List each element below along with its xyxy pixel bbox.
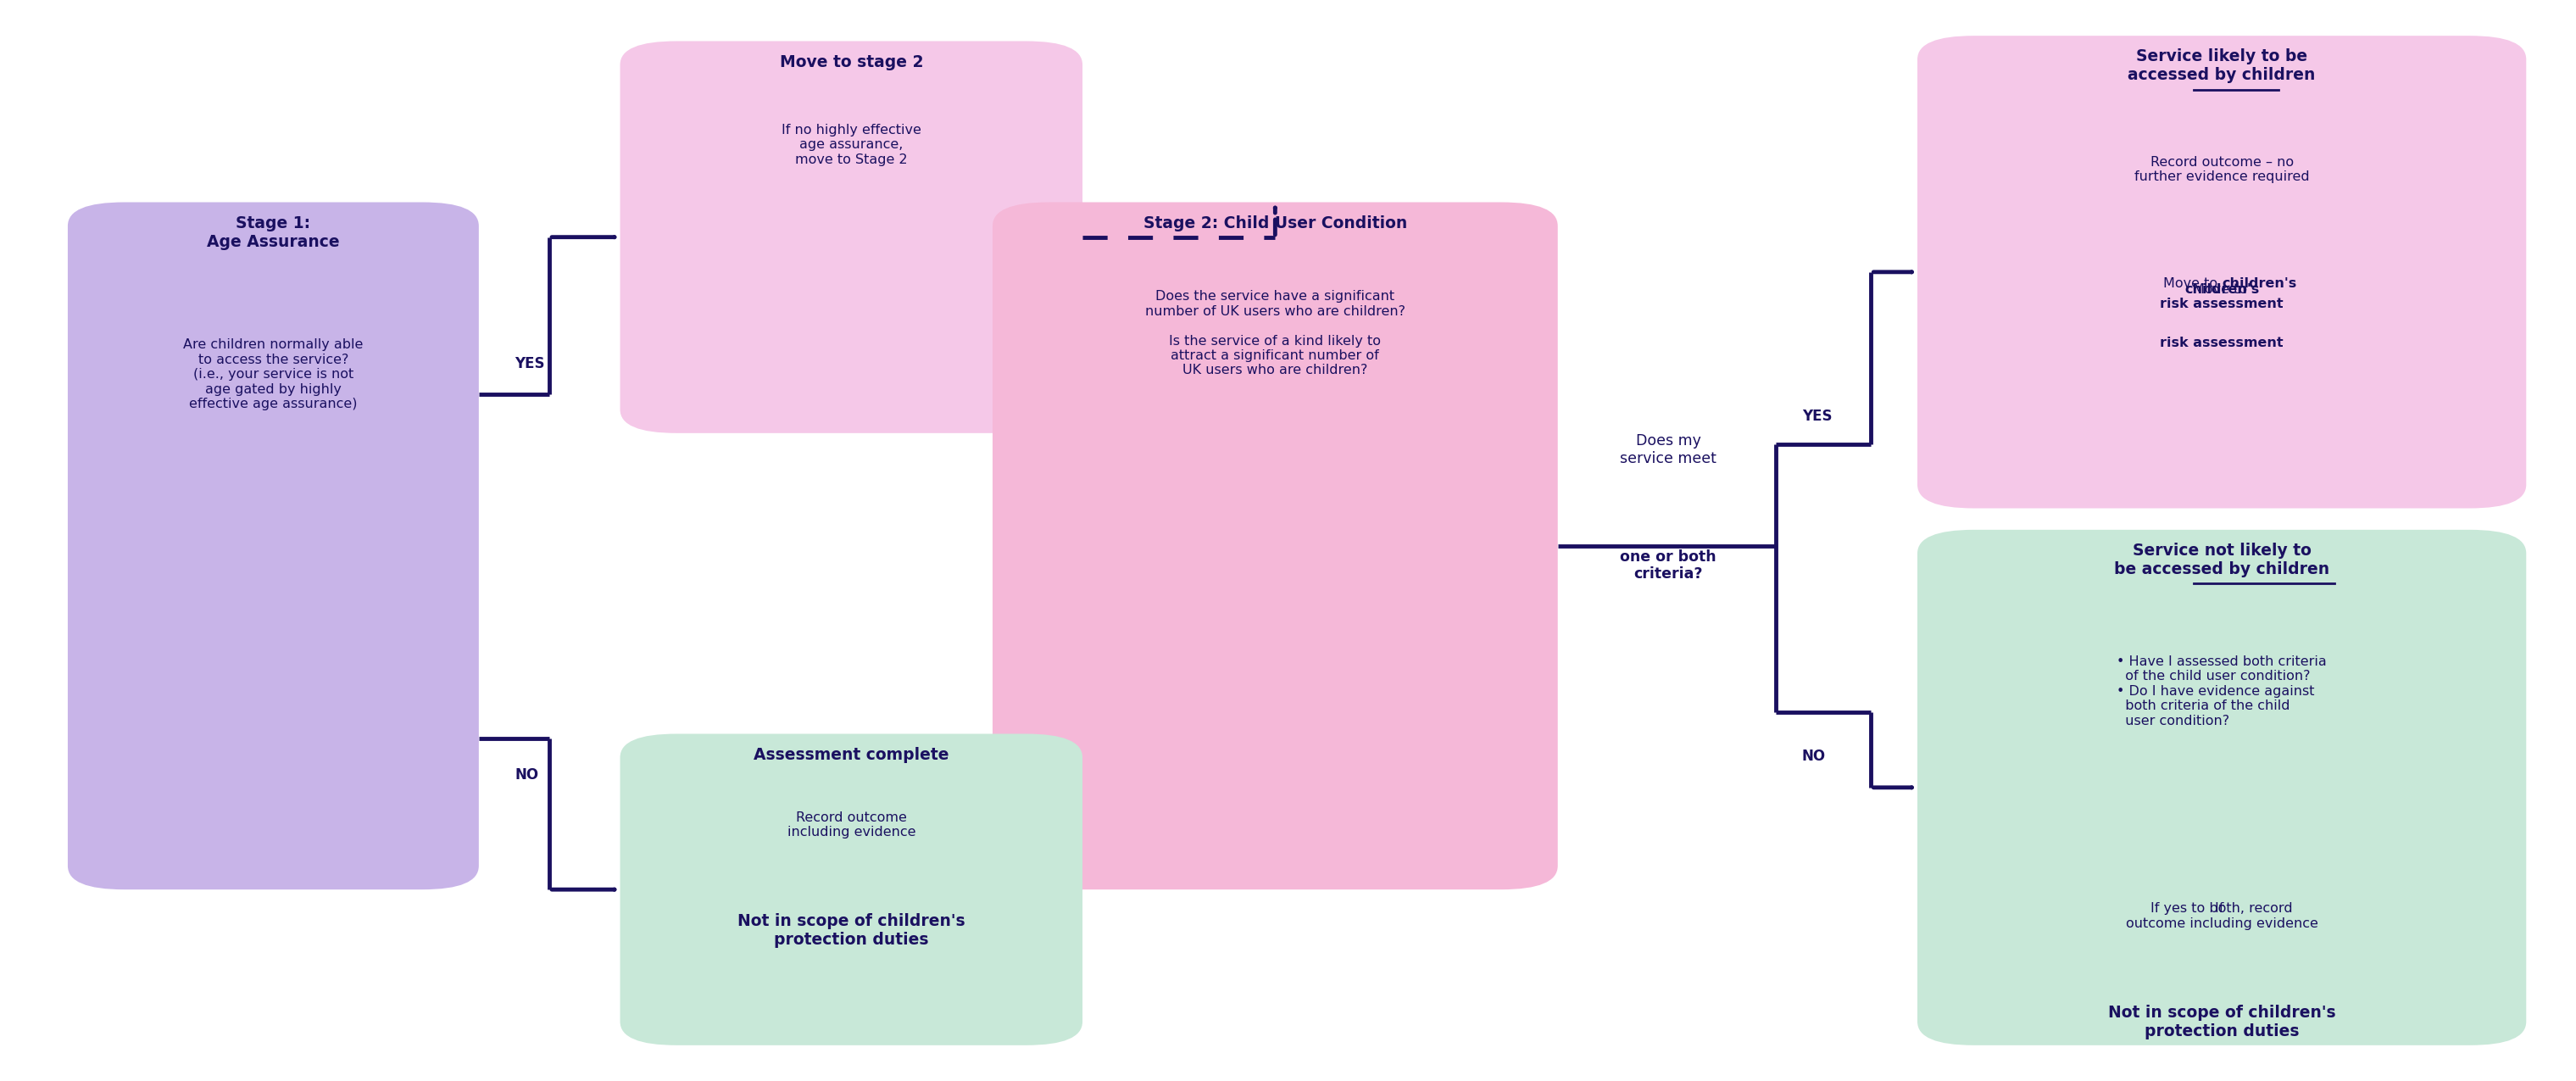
Text: Move to: Move to	[2164, 278, 2223, 290]
FancyBboxPatch shape	[621, 734, 1082, 1045]
Text: one or both
criteria?: one or both criteria?	[1620, 549, 1716, 582]
Text: risk assessment: risk assessment	[2161, 336, 2282, 349]
Text: Does my
service meet: Does my service meet	[1620, 433, 1716, 466]
Text: NO: NO	[1801, 749, 1826, 764]
Text: YES: YES	[1801, 409, 1832, 424]
FancyBboxPatch shape	[992, 202, 1558, 890]
FancyBboxPatch shape	[67, 202, 479, 890]
FancyBboxPatch shape	[1917, 530, 2527, 1045]
Text: YES: YES	[515, 356, 546, 371]
Text: children's
risk assessment: children's risk assessment	[2161, 283, 2282, 310]
Text: Does the service have a significant
number of UK users who are children?

Is the: Does the service have a significant numb…	[1146, 291, 1406, 377]
Text: Not in scope of children's
protection duties: Not in scope of children's protection du…	[737, 913, 966, 948]
Text: Stage 2: Child User Condition: Stage 2: Child User Condition	[1144, 215, 1406, 231]
Text: Stage 1:
Age Assurance: Stage 1: Age Assurance	[206, 215, 340, 250]
Text: children's: children's	[2223, 278, 2298, 290]
Text: Record outcome
including evidence: Record outcome including evidence	[788, 811, 914, 839]
FancyBboxPatch shape	[621, 41, 1082, 433]
Text: • Have I assessed both criteria
  of the child user condition?
• Do I have evide: • Have I assessed both criteria of the c…	[2117, 655, 2326, 728]
Text: Service not likely to
be accessed by children: Service not likely to be accessed by chi…	[2115, 543, 2329, 577]
Text: If: If	[2215, 903, 2228, 916]
Text: If yes to both, record
outcome including evidence: If yes to both, record outcome including…	[2125, 903, 2318, 930]
Text: Service likely to be
accessed by children: Service likely to be accessed by childre…	[2128, 49, 2316, 83]
Text: Record outcome – no
further evidence required: Record outcome – no further evidence req…	[2136, 156, 2308, 184]
Text: Move to: Move to	[2192, 283, 2251, 295]
Text: Assessment complete: Assessment complete	[755, 747, 948, 763]
Text: Not in scope of children's
protection duties: Not in scope of children's protection du…	[2107, 1004, 2336, 1039]
FancyBboxPatch shape	[1917, 36, 2527, 508]
Text: Are children normally able
to access the service?
(i.e., your service is not
age: Are children normally able to access the…	[183, 338, 363, 411]
Text: NO: NO	[515, 768, 538, 783]
Text: Move to stage 2: Move to stage 2	[781, 54, 922, 70]
Text: If no highly effective
age assurance,
move to Stage 2: If no highly effective age assurance, mo…	[781, 124, 922, 166]
